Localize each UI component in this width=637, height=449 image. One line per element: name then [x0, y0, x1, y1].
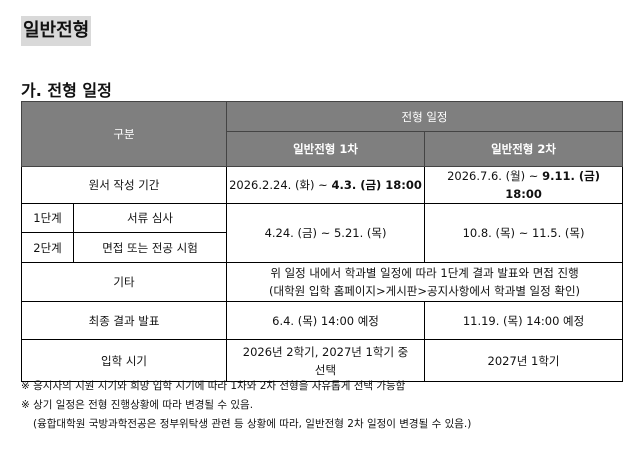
stage-label: 2단계 — [21, 232, 74, 263]
header-round1: 일반전형 1차 — [226, 131, 426, 167]
etc-line: (대학원 입학 홈페이지>게시판>공지사항에서 학과별 일정 확인) — [269, 284, 581, 298]
stage-label: 1단계 — [21, 203, 74, 233]
start-date: 2026.7.6. (월) ~ — [447, 169, 543, 183]
table-row: 1단계 서류 심사 4.24. (금) ~ 5.21. (목) 10.8. (목… — [21, 203, 624, 263]
final-round2: 11.19. (목) 14:00 예정 — [424, 301, 624, 340]
end-date: 9.11. (금) 18:00 — [505, 169, 600, 201]
table-row: 최종 결과 발표 6.4. (목) 14:00 예정 11.19. (목) 14… — [20, 301, 624, 340]
note: ※ 응시자의 지원 시기와 희망 입학 시기에 따라 1차와 2차 전형을 자유… — [21, 380, 406, 392]
row-label: 원서 작성 기간 — [20, 166, 228, 204]
note: (융합대학원 국방과학전공은 정부위탁생 관련 등 상황에 따라, 일반전형 2… — [33, 418, 472, 430]
application-round2: 2026.7.6. (월) ~ 9.11. (금) 18:00 — [424, 166, 624, 204]
admission-round1: 2026년 2학기, 2027년 1학기 중 선택 — [226, 339, 426, 382]
table-row: 입학 시기 2026년 2학기, 2027년 1학기 중 선택 2027년 1학… — [20, 339, 624, 382]
etc-content: 위 일정 내에서 학과별 일정에 따라 1단계 결과 발표와 면접 진행 (대학원… — [226, 262, 624, 302]
row-label: 면접 또는 전공 시험 — [72, 232, 228, 263]
application-round1: 2026.2.24. (화) ~ 4.3. (금) 18:00 — [226, 166, 426, 204]
row-label: 최종 결과 발표 — [20, 301, 228, 340]
header-schedule: 전형 일정 — [226, 101, 624, 132]
header-category: 구분 — [20, 101, 228, 167]
note: ※ 상기 일정은 전형 진행상황에 따라 변경될 수 있음. — [21, 399, 254, 411]
notes: ※ 응시자의 지원 시기와 희망 입학 시기에 따라 1차와 2차 전형을 자유… — [21, 377, 471, 434]
start-date: 2026.2.24. (화) ~ — [229, 178, 332, 192]
row-label: 서류 심사 — [72, 203, 228, 233]
etc-line: 위 일정 내에서 학과별 일정에 따라 1단계 결과 발표와 면접 진행 — [270, 266, 579, 280]
schedule-table: 구분 전형 일정 일반전형 1차 일반전형 2차 원서 작성 기간 2026.2… — [20, 101, 624, 382]
stages-round1: 4.24. (금) ~ 5.21. (목) — [226, 203, 426, 263]
stages-round2: 10.8. (목) ~ 11.5. (목) — [424, 203, 624, 263]
admission-round2: 2027년 1학기 — [424, 339, 624, 382]
end-date: 4.3. (금) 18:00 — [331, 178, 422, 192]
row-label: 기타 — [20, 262, 228, 302]
table-row: 기타 위 일정 내에서 학과별 일정에 따라 1단계 결과 발표와 면접 진행 (… — [20, 262, 624, 302]
table-row: 원서 작성 기간 2026.2.24. (화) ~ 4.3. (금) 18:00… — [20, 166, 624, 204]
row-label: 입학 시기 — [20, 339, 228, 382]
page-title: 일반전형 — [21, 16, 92, 46]
section-title: 가. 전형 일정 — [21, 81, 112, 100]
header-round2: 일반전형 2차 — [424, 131, 624, 167]
final-round1: 6.4. (목) 14:00 예정 — [226, 301, 426, 340]
